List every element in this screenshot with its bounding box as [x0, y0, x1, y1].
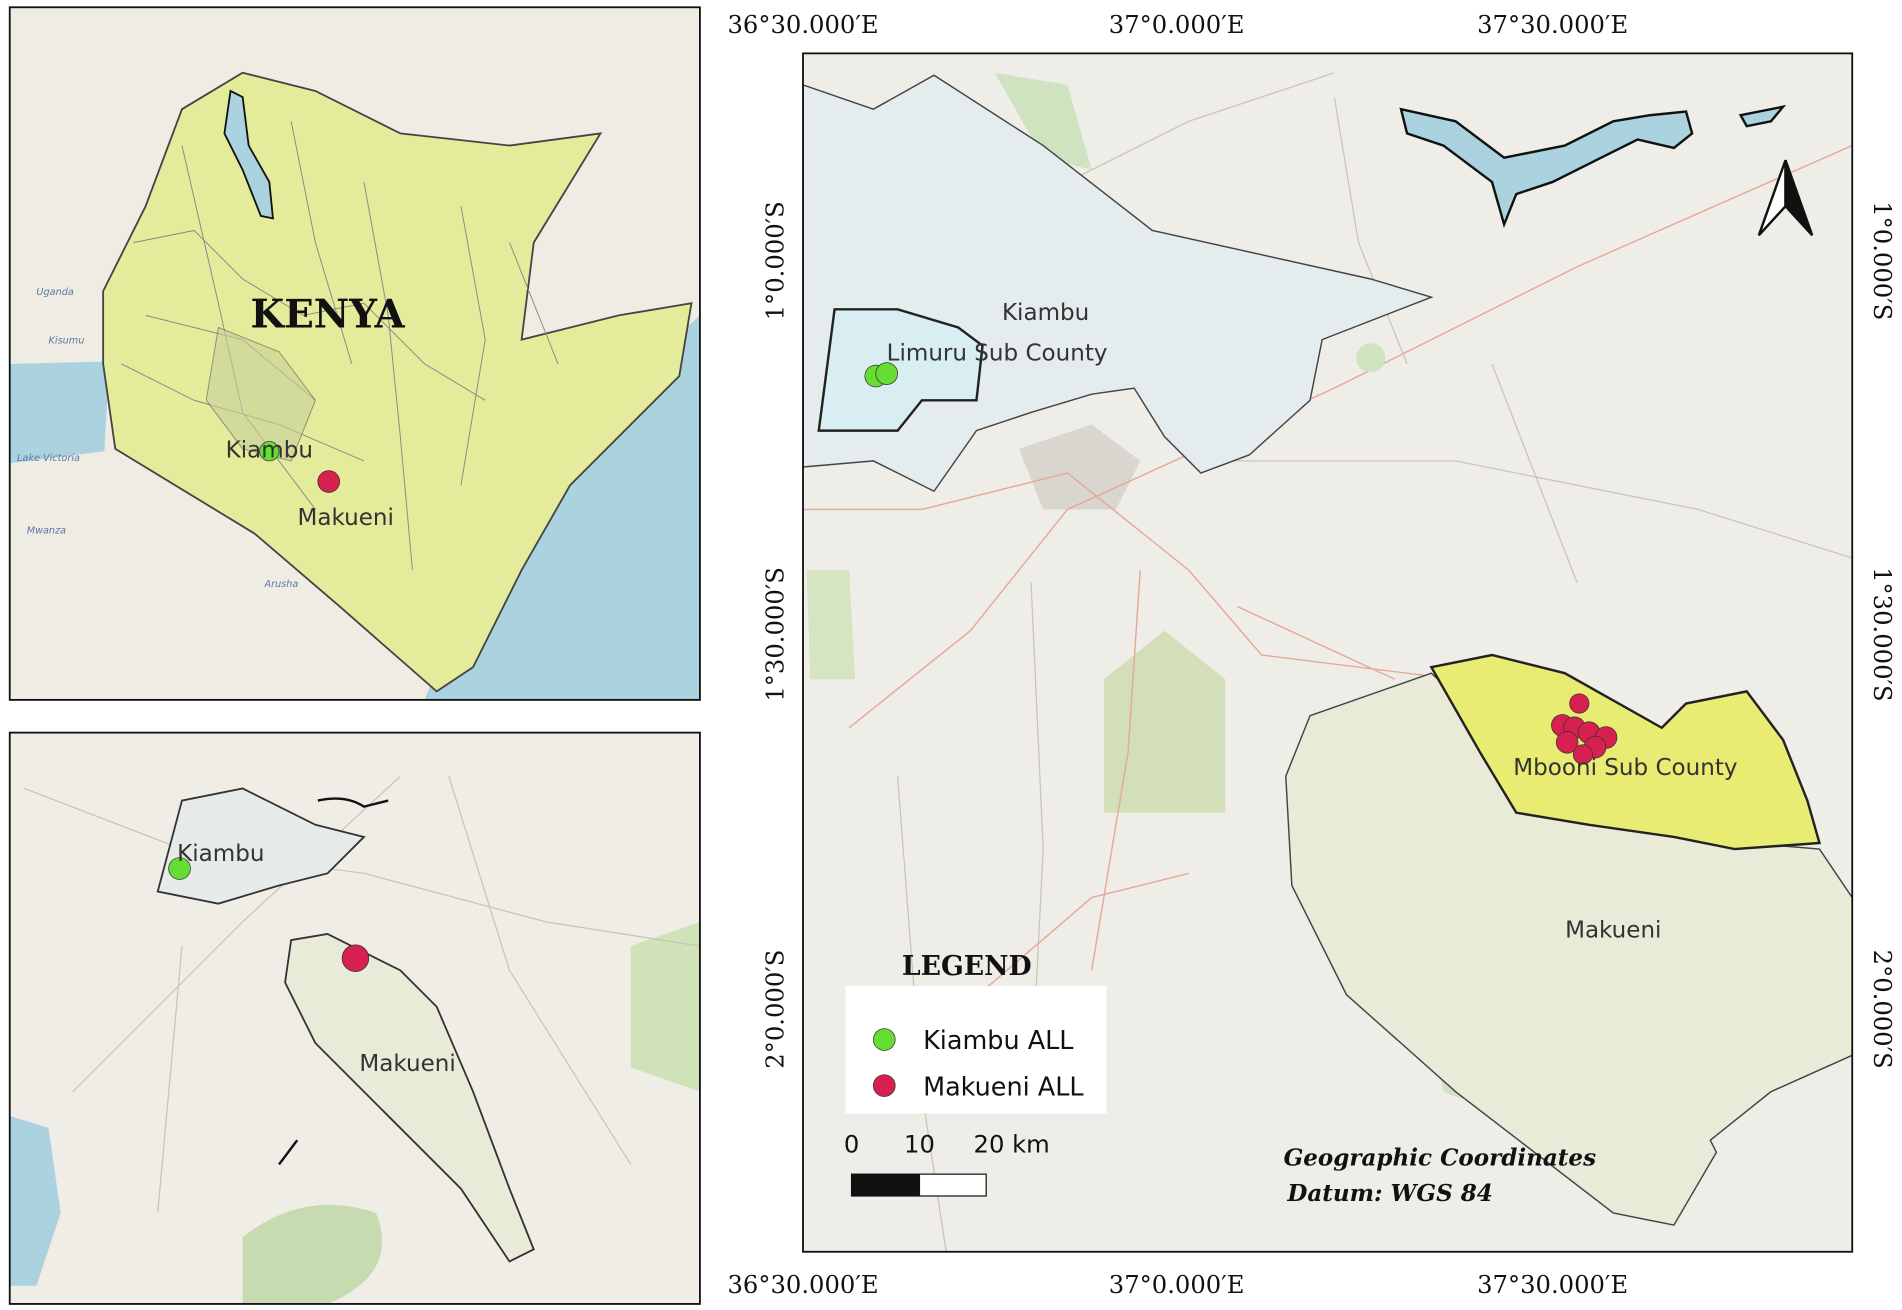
- inset-region: Kiambu Makueni: [9, 732, 700, 1304]
- longitude-label: 37°30.000′E: [1477, 1270, 1628, 1299]
- crs-note: Datum: WGS 84: [1286, 1180, 1492, 1207]
- basemap-label: Arusha: [263, 579, 298, 590]
- kiambu-point: [875, 362, 898, 385]
- inset-frame: [8, 6, 701, 701]
- main-map: Kiambu Limuru Sub County Mbooni Sub Coun…: [803, 53, 1853, 1252]
- basemap-label: Lake Victoria: [17, 453, 80, 464]
- makueni-point: [1569, 693, 1590, 714]
- lake: [9, 1115, 61, 1286]
- legend-marker: [873, 1074, 896, 1097]
- dense-boundaries: [205, 326, 316, 462]
- longitude-label: 37°0.000′E: [1109, 10, 1245, 39]
- area-label: Makueni: [359, 1051, 455, 1077]
- lake: [1399, 104, 1787, 229]
- map-frame: [802, 52, 1854, 1253]
- longitude-label: 36°30.000′E: [727, 10, 878, 39]
- roads: [24, 775, 700, 1214]
- country-label: KENYA: [250, 293, 405, 338]
- latitude-label: 2°0.000′S: [1868, 950, 1897, 1069]
- lake-victoria: [9, 361, 110, 464]
- area-label: Kiambu: [177, 841, 264, 867]
- park: [630, 921, 700, 1092]
- latitude-label: 1°30.000′S: [1868, 567, 1897, 702]
- scale-label: 20 km: [974, 1129, 1050, 1158]
- park: [806, 570, 856, 680]
- park: [1356, 343, 1386, 373]
- legend-title: LEGEND: [902, 951, 1032, 982]
- longitude-label: 37°0.000′E: [1109, 1270, 1245, 1299]
- park: [1103, 630, 1226, 813]
- urban: [1018, 424, 1141, 510]
- crs-note: Geographic Coordinates: [1284, 1145, 1596, 1172]
- latitude-label: 1°0.000′S: [761, 201, 790, 320]
- legend-label: Kiambu ALL: [923, 1026, 1074, 1056]
- legend-marker: [873, 1028, 896, 1051]
- latitude-label: 1°0.000′S: [1868, 201, 1897, 320]
- lake-turkana: [223, 89, 274, 220]
- longitude-label: 37°30.000′E: [1477, 10, 1628, 39]
- area-label: Kiambu: [226, 437, 313, 463]
- makueni-point: [1555, 731, 1579, 754]
- area-label: Mbooni Sub County: [1513, 755, 1737, 781]
- latitude-label: 2°0.000′S: [761, 950, 790, 1069]
- area-label: Limuru Sub County: [887, 340, 1108, 366]
- makueni-point: [341, 944, 370, 972]
- kiambu-point: [168, 857, 191, 880]
- makueni-point: [1572, 744, 1594, 765]
- mbooni-area: [1429, 653, 1822, 851]
- kenya: [102, 71, 693, 693]
- inset-kenya: KENYA Uganda Kisumu Lake Victoria Mwanza…: [9, 7, 700, 700]
- north-arrow: [1757, 159, 1814, 237]
- basemap-label: Uganda: [36, 287, 73, 298]
- basemap-label: Kisumu: [49, 335, 85, 346]
- area-label: Kiambu: [1002, 300, 1089, 326]
- area-label: Makueni: [1565, 918, 1661, 944]
- legend-label: Makueni ALL: [923, 1072, 1084, 1102]
- roads: [803, 144, 1853, 1044]
- scale-label: 10: [904, 1129, 935, 1158]
- basemap-label: Mwanza: [27, 526, 66, 537]
- water-outline: [278, 797, 389, 1166]
- latitude-label: 1°30.000′S: [761, 567, 790, 702]
- kiambu-point: [259, 441, 280, 462]
- scale-bar: [918, 1173, 987, 1197]
- makueni-point: [317, 470, 341, 493]
- makueni-area: [284, 933, 535, 1263]
- park: [994, 72, 1092, 170]
- limuru-area: [817, 308, 984, 432]
- kiambu-area: [156, 787, 366, 905]
- park: [242, 1204, 383, 1304]
- scale-bar: [850, 1173, 921, 1197]
- longitude-label: 36°30.000′E: [727, 1270, 878, 1299]
- area-label: Makueni: [298, 505, 394, 531]
- arrow-part: [1784, 159, 1814, 237]
- inset-frame: [8, 731, 701, 1305]
- makueni-points: [1551, 693, 1618, 765]
- scale-label: 0: [844, 1129, 859, 1158]
